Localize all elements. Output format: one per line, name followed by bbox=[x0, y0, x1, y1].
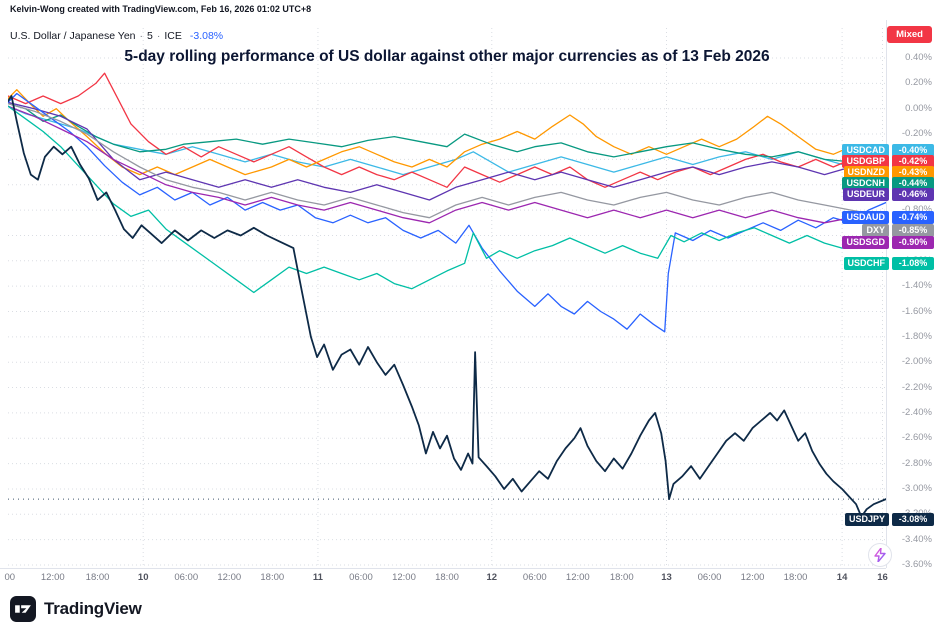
market-status-badge[interactable]: Mixed bbox=[887, 26, 932, 43]
series-label-row-usdeur[interactable]: USDEUR -0.46% bbox=[842, 187, 934, 201]
series-symbol-chip[interactable]: USDAUD bbox=[842, 210, 889, 224]
series-symbol-chip[interactable]: USDNZD bbox=[843, 165, 889, 179]
legend-separator: · bbox=[139, 30, 144, 42]
x-axis-label: 06:00 bbox=[522, 572, 547, 583]
series-line-usdeur[interactable] bbox=[8, 101, 886, 201]
series-symbol-chip[interactable]: USDCAD bbox=[842, 143, 889, 157]
x-axis-border bbox=[0, 568, 886, 569]
x-axis-label: 12:00 bbox=[40, 572, 65, 583]
y-axis-label: -1.60% bbox=[901, 305, 932, 317]
legend-separator-2: · bbox=[156, 30, 161, 42]
x-axis-label: 14 bbox=[836, 572, 848, 583]
series-price-chip[interactable]: -0.46% bbox=[892, 187, 934, 201]
series-price-chip[interactable]: -0.44% bbox=[892, 176, 934, 190]
series-price-chip[interactable]: -3.08% bbox=[892, 512, 934, 526]
y-axis-label: -2.40% bbox=[901, 406, 932, 418]
x-axis-label: 00 bbox=[4, 572, 16, 583]
series-line-usdnzd[interactable] bbox=[8, 89, 886, 176]
series-symbol-chip[interactable]: USDCNH bbox=[842, 176, 889, 190]
attribution-text: Kelvin-Wong created with TradingView.com… bbox=[10, 4, 312, 14]
series-line-usdsgd[interactable] bbox=[8, 105, 886, 224]
series-price-chip[interactable]: -0.90% bbox=[892, 235, 934, 249]
y-axis-label: 0.00% bbox=[905, 102, 932, 114]
x-axis-label: 13 bbox=[661, 572, 672, 583]
y-axis-label: -2.60% bbox=[901, 432, 932, 444]
series-symbol-chip[interactable]: USDCHF bbox=[843, 256, 889, 270]
series-symbol-chip[interactable]: USDJPY bbox=[844, 512, 889, 526]
series-label-row-usdchf[interactable]: USDCHF -1.08% bbox=[843, 256, 934, 270]
series-label-row-usdgbp[interactable]: USDGBP -0.42% bbox=[842, 154, 934, 168]
y-axis-label: -1.40% bbox=[901, 280, 932, 292]
series-symbol-chip[interactable]: USDSGD bbox=[842, 235, 889, 249]
y-axis-label: 0.40% bbox=[905, 52, 932, 63]
y-axis-label: -3.00% bbox=[901, 482, 932, 494]
series-symbol-chip[interactable]: USDGBP bbox=[842, 154, 889, 168]
symbol-change-percent: -3.08% bbox=[189, 30, 224, 42]
x-axis-label: 12:00 bbox=[740, 572, 765, 583]
x-axis-label: 12 bbox=[486, 572, 498, 583]
y-axis-label: -1.80% bbox=[901, 330, 932, 342]
series-label-row-usdcnh[interactable]: USDCNH -0.44% bbox=[842, 176, 934, 190]
series-line-usdcad[interactable] bbox=[8, 105, 886, 176]
exchange-name: ICE bbox=[164, 30, 182, 42]
series-price-chip[interactable]: -0.85% bbox=[892, 223, 934, 237]
y-axis-label: -3.60% bbox=[901, 559, 932, 570]
series-label-row-usdnzd[interactable]: USDNZD -0.43% bbox=[843, 165, 934, 179]
series-line-dxy[interactable] bbox=[8, 102, 886, 219]
x-axis-label: 06:00 bbox=[349, 572, 373, 583]
series-price-chip[interactable]: -0.40% bbox=[892, 143, 934, 157]
series-label-row-usdcad[interactable]: USDCAD -0.40% bbox=[842, 143, 934, 157]
series-symbol-chip[interactable]: DXY bbox=[862, 223, 889, 237]
series-price-chip[interactable]: -1.08% bbox=[892, 256, 934, 270]
boost-lightning-icon[interactable] bbox=[868, 543, 892, 567]
x-axis-label: 06:00 bbox=[174, 572, 199, 583]
x-axis-label: 16 bbox=[877, 572, 888, 583]
y-axis-label: 0.20% bbox=[905, 77, 932, 89]
x-axis-label: 12:00 bbox=[565, 572, 590, 583]
y-axis-label: -2.20% bbox=[901, 381, 932, 393]
chart-container: U.S. Dollar / Japanese Yen · 5 · ICE -3.08% 5… bbox=[0, 20, 940, 586]
series-line-usdgbp[interactable] bbox=[8, 72, 886, 188]
x-axis-label: 18:00 bbox=[783, 572, 808, 583]
x-axis-label: 18:00 bbox=[260, 572, 285, 583]
x-axis-label: 12:00 bbox=[217, 572, 242, 583]
y-axis-border bbox=[886, 20, 887, 568]
chart-title: 5-day rolling performance of US dollar a… bbox=[124, 48, 770, 65]
series-line-usdjpy[interactable] bbox=[8, 95, 886, 518]
y-axis-label: -0.80% bbox=[901, 204, 932, 216]
symbol-legend[interactable]: U.S. Dollar / Japanese Yen · 5 · ICE -3.08% bbox=[10, 30, 223, 42]
x-axis-label: 10 bbox=[137, 572, 149, 583]
footer-brand-bar: TradingView bbox=[10, 596, 142, 622]
series-symbol-chip[interactable]: USDEUR bbox=[842, 187, 889, 201]
tradingview-logo-icon[interactable] bbox=[10, 596, 36, 622]
y-axis-label: -0.20% bbox=[901, 128, 932, 140]
series-label-row-usdaud[interactable]: USDAUD -0.74% bbox=[842, 210, 934, 224]
series-price-chip[interactable]: -0.74% bbox=[892, 210, 934, 224]
series-label-row-usdjpy[interactable]: USDJPY -3.08% bbox=[844, 512, 934, 526]
x-axis-label: 18:00 bbox=[85, 572, 110, 583]
symbol-name[interactable]: U.S. Dollar / Japanese Yen bbox=[10, 30, 136, 42]
tradingview-wordmark[interactable]: TradingView bbox=[44, 599, 142, 618]
series-price-chip[interactable]: -0.43% bbox=[892, 165, 934, 179]
x-axis-label: 18:00 bbox=[609, 572, 634, 583]
x-axis-label: 12:00 bbox=[392, 572, 416, 583]
series-line-usdcnh[interactable] bbox=[8, 102, 886, 166]
y-axis-label: -3.40% bbox=[901, 533, 932, 545]
series-line-usdchf[interactable] bbox=[8, 105, 886, 294]
series-label-row-usdsgd[interactable]: USDSGD -0.90% bbox=[842, 235, 934, 249]
chart-interval[interactable]: 5 bbox=[147, 30, 153, 42]
y-axis-label: -2.80% bbox=[901, 457, 932, 469]
x-axis-label: 11 bbox=[312, 572, 323, 583]
x-axis-label: 18:00 bbox=[435, 572, 459, 583]
x-axis-label: 06:00 bbox=[697, 572, 722, 583]
series-label-row-dxy[interactable]: DXY -0.85% bbox=[862, 223, 934, 237]
y-axis-label: -2.00% bbox=[901, 356, 932, 368]
series-price-chip[interactable]: -0.42% bbox=[892, 154, 934, 168]
price-chart-plot[interactable] bbox=[8, 28, 886, 568]
